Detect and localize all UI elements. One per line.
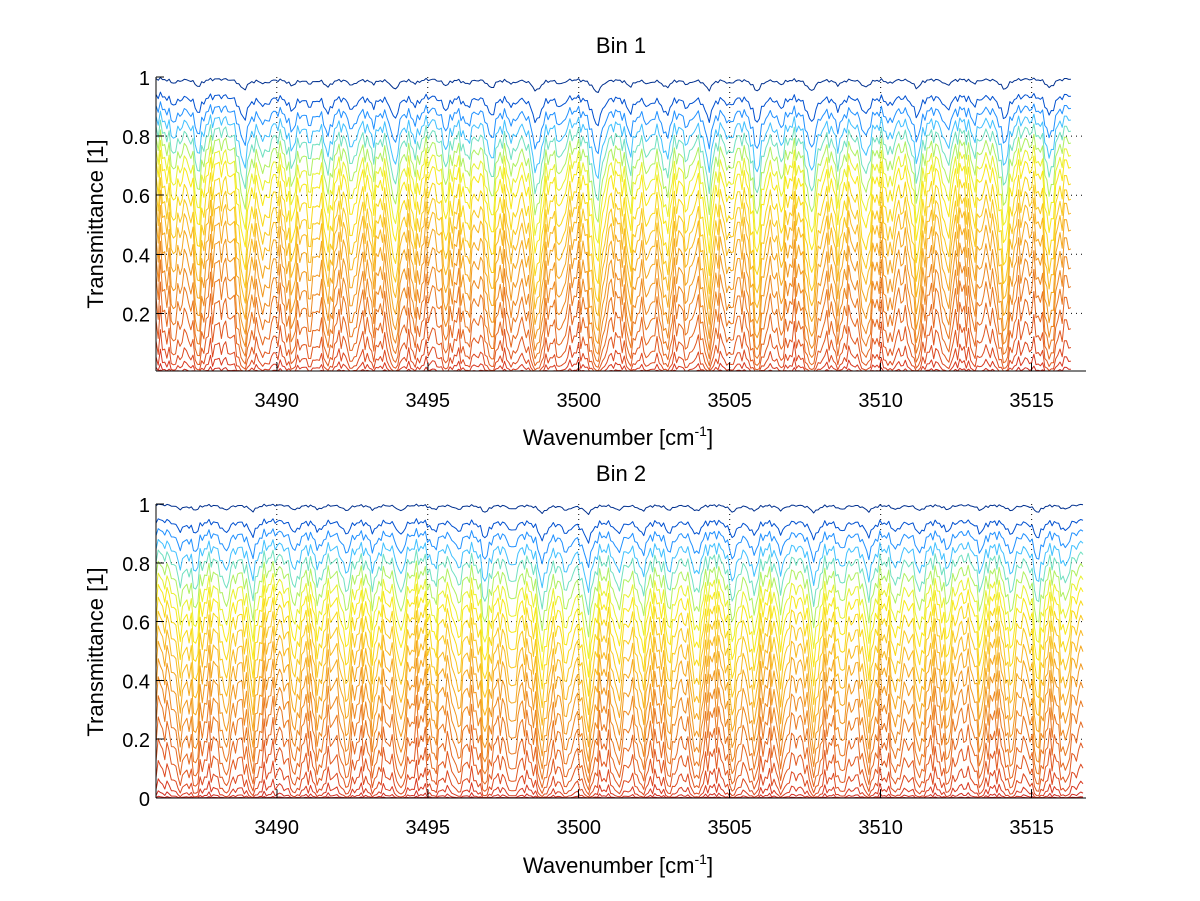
series-group	[155, 503, 1084, 799]
series-line-10	[155, 625, 1084, 733]
series-line-1	[155, 518, 1084, 544]
subplot-bin-1: Bin 1 3490 3495 3500 3505 3510 3515 0.2 0.4 0.6…	[83, 33, 1086, 450]
series-line-17	[155, 759, 1084, 798]
series-line-4	[155, 549, 1084, 616]
x-tick-label: 3495	[406, 390, 451, 412]
x-tick-label: 3490	[255, 817, 300, 839]
plot-title: Bin 2	[596, 461, 646, 486]
series-line-2	[155, 528, 1084, 568]
series-line-6	[155, 572, 1084, 659]
plot-title: Bin 1	[596, 33, 646, 58]
x-axis-title: Wavenumber [cm-1]	[523, 423, 713, 450]
series-line-4	[155, 119, 1072, 201]
series-group	[155, 77, 1072, 372]
y-tick-label: 0.2	[122, 304, 150, 326]
series-line-11	[155, 640, 1084, 748]
y-tick-labels: 0.2 0.4 0.6 0.8 1	[122, 68, 150, 326]
series-line-16	[155, 737, 1084, 795]
y-tick-label: 0.4	[122, 671, 150, 693]
series-line-14	[155, 694, 1084, 783]
x-tick-label: 3510	[858, 390, 903, 412]
series-line-13	[155, 675, 1084, 774]
axes	[155, 503, 1086, 799]
series-line-12	[155, 657, 1084, 762]
x-tick-label: 3500	[556, 817, 601, 839]
series-line-8	[155, 163, 1072, 285]
y-tick-labels: 0 0.2 0.4 0.6 0.8 1	[122, 495, 150, 811]
y-tick-label: 0	[139, 789, 150, 811]
x-tick-label: 3490	[255, 390, 300, 412]
x-tick-label: 3495	[406, 817, 451, 839]
x-tick-label: 3500	[556, 390, 601, 412]
y-axis-title: Transmittance [1]	[83, 567, 108, 736]
x-tick-label: 3515	[1009, 390, 1054, 412]
series-line-3	[155, 538, 1084, 593]
series-line-5	[155, 560, 1084, 638]
series-line-14	[155, 259, 1072, 363]
series-line-15	[155, 715, 1084, 791]
series-line-12	[155, 222, 1072, 345]
series-line-0	[155, 503, 1084, 515]
series-line-10	[155, 189, 1072, 317]
y-tick-label: 1	[139, 68, 150, 90]
x-axis-title: Wavenumber [cm-1]	[523, 851, 713, 878]
series-line-9	[155, 177, 1072, 302]
series-line-2	[155, 101, 1071, 155]
x-tick-label: 3510	[858, 817, 903, 839]
y-tick-label: 0.8	[122, 554, 150, 576]
series-line-16	[155, 305, 1072, 372]
series-line-18	[155, 778, 1084, 799]
series-line-5	[155, 129, 1072, 223]
series-line-11	[155, 204, 1072, 331]
series-line-3	[155, 110, 1071, 179]
x-tick-labels: 3490 3495 3500 3505 3510 3515	[255, 817, 1054, 839]
series-line-7	[155, 583, 1084, 678]
y-tick-label: 0.8	[122, 127, 150, 149]
y-tick-label: 0.2	[122, 730, 150, 752]
x-tick-labels: 3490 3495 3500 3505 3510 3515	[255, 390, 1054, 412]
y-tick-label: 0.6	[122, 186, 150, 208]
y-axis-title: Transmittance [1]	[83, 139, 108, 308]
series-line-15	[155, 281, 1072, 368]
y-tick-label: 0.4	[122, 245, 150, 267]
series-line-9	[155, 610, 1084, 716]
series-line-1	[155, 91, 1071, 127]
series-line-13	[155, 240, 1072, 355]
series-line-6	[155, 139, 1072, 244]
x-tick-label: 3515	[1009, 817, 1054, 839]
series-line-8	[155, 596, 1084, 697]
x-tick-label: 3505	[707, 390, 752, 412]
axes	[155, 76, 1086, 372]
series-line-17	[155, 329, 1072, 372]
series-line-7	[155, 149, 1072, 262]
y-tick-label: 0.6	[122, 613, 150, 635]
x-tick-label: 3505	[707, 817, 752, 839]
series-line-0	[155, 77, 1071, 93]
subplot-bin-2: Bin 2 3490 3495 3500 3505 3510 3515 0 0.2 0.4 0.…	[83, 461, 1086, 878]
y-tick-label: 1	[139, 495, 150, 517]
